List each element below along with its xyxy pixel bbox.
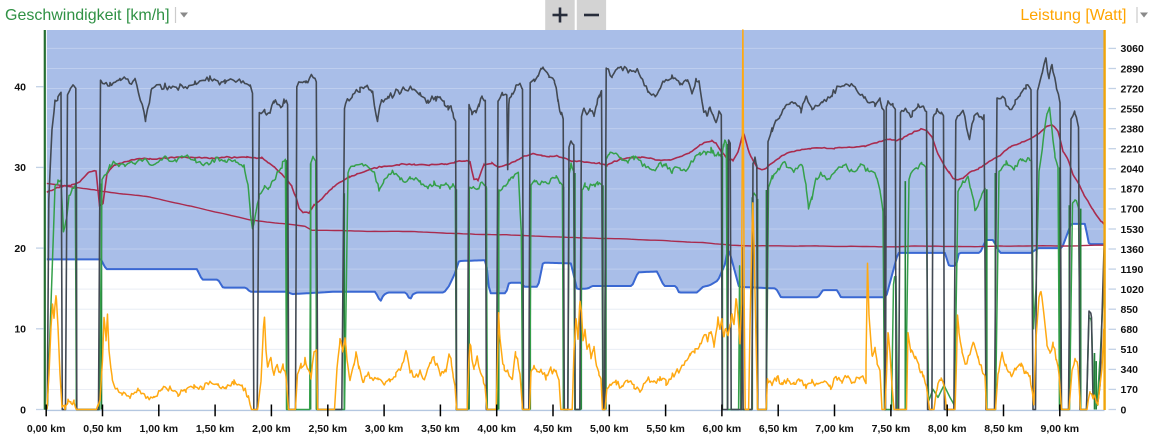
svg-text:8,50 km: 8,50 km	[984, 423, 1023, 435]
svg-text:4,50 km: 4,50 km	[534, 423, 573, 435]
svg-text:1870: 1870	[1121, 184, 1145, 196]
svg-text:2210: 2210	[1121, 144, 1145, 156]
svg-text:680: 680	[1121, 324, 1139, 336]
svg-text:3060: 3060	[1121, 43, 1145, 55]
svg-text:850: 850	[1121, 304, 1139, 316]
svg-text:2040: 2040	[1121, 164, 1145, 176]
svg-text:1,00 km: 1,00 km	[140, 423, 179, 435]
svg-text:6,50 km: 6,50 km	[759, 423, 798, 435]
svg-text:2890: 2890	[1121, 63, 1145, 75]
svg-text:30: 30	[14, 162, 26, 174]
svg-text:10: 10	[14, 324, 26, 336]
svg-text:1700: 1700	[1121, 204, 1145, 216]
svg-text:0,00 km: 0,00 km	[27, 423, 66, 435]
svg-text:40: 40	[14, 82, 26, 94]
svg-text:3,50 km: 3,50 km	[421, 423, 460, 435]
svg-text:20: 20	[14, 243, 26, 255]
svg-text:6,00 km: 6,00 km	[703, 423, 742, 435]
svg-text:2380: 2380	[1121, 124, 1145, 136]
svg-text:0: 0	[1121, 404, 1127, 416]
svg-text:170: 170	[1121, 384, 1139, 396]
svg-text:0: 0	[20, 404, 26, 416]
svg-text:4,00 km: 4,00 km	[477, 423, 516, 435]
svg-text:1020: 1020	[1121, 284, 1145, 296]
svg-text:7,00 km: 7,00 km	[815, 423, 854, 435]
svg-text:9,00 km: 9,00 km	[1041, 423, 1080, 435]
svg-text:510: 510	[1121, 344, 1139, 356]
svg-text:5,00 km: 5,00 km	[590, 423, 629, 435]
svg-text:340: 340	[1121, 364, 1139, 376]
svg-text:1360: 1360	[1121, 244, 1145, 256]
svg-text:1190: 1190	[1121, 264, 1144, 276]
svg-text:2,50 km: 2,50 km	[309, 423, 348, 435]
svg-text:3,00 km: 3,00 km	[365, 423, 404, 435]
svg-text:2550: 2550	[1121, 103, 1145, 115]
svg-text:1,50 km: 1,50 km	[196, 423, 235, 435]
svg-text:8,00 km: 8,00 km	[928, 423, 967, 435]
svg-text:5,50 km: 5,50 km	[646, 423, 685, 435]
svg-text:7,50 km: 7,50 km	[872, 423, 911, 435]
svg-text:1530: 1530	[1121, 224, 1145, 236]
svg-text:0,50 km: 0,50 km	[83, 423, 122, 435]
svg-text:Leistung [Watt]: Leistung [Watt]	[1020, 7, 1126, 24]
svg-text:2,00 km: 2,00 km	[252, 423, 291, 435]
svg-text:Geschwindigkeit [km/h]: Geschwindigkeit [km/h]	[5, 7, 170, 24]
svg-text:2720: 2720	[1121, 83, 1145, 95]
